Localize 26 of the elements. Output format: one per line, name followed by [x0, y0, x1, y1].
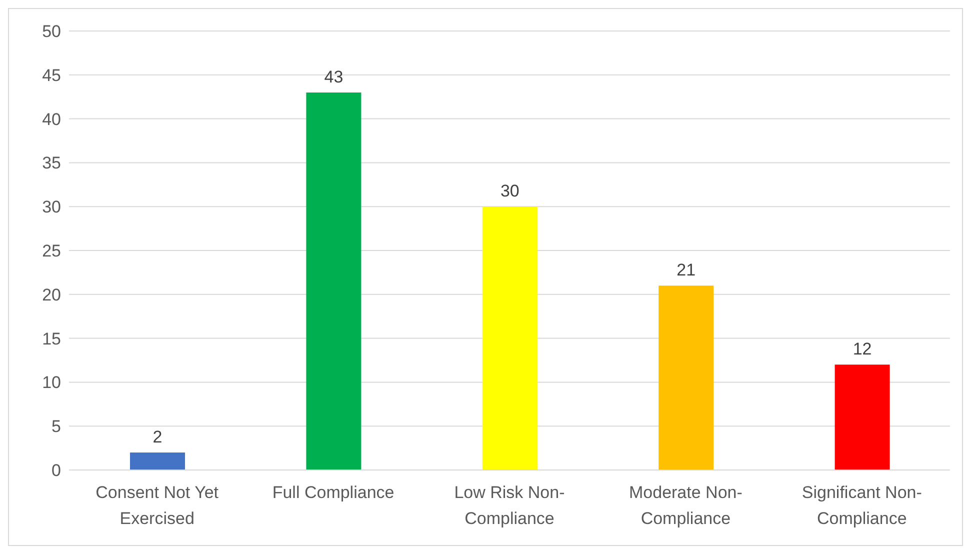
y-tick-label: 15 [42, 329, 61, 348]
data-label: 12 [852, 340, 872, 359]
y-tick-label: 20 [42, 285, 61, 304]
data-label: 21 [676, 260, 696, 280]
x-tick-label: Moderate Non-Compliance [629, 483, 742, 528]
y-tick-label: 35 [42, 154, 61, 173]
y-tick-label: 25 [42, 242, 61, 261]
x-tick-label: Significant Non-Compliance [802, 483, 922, 528]
y-tick-label: 5 [52, 417, 61, 436]
x-tick-label: Full Compliance [272, 483, 394, 502]
data-label: 30 [500, 182, 520, 201]
data-label: 2 [152, 427, 162, 446]
y-tick-label: 0 [52, 461, 61, 480]
y-tick-label: 45 [42, 66, 61, 85]
y-tick-label: 50 [42, 22, 61, 42]
data-label: 43 [324, 67, 344, 86]
y-tick-label: 10 [42, 373, 61, 392]
y-tick-label: 40 [42, 110, 61, 129]
bar [658, 286, 714, 470]
x-tick-label: Low Risk Non-Compliance [454, 483, 565, 528]
bar [130, 452, 185, 470]
bar [482, 206, 538, 470]
bar [834, 364, 890, 470]
y-tick-label: 30 [42, 198, 61, 217]
x-tick-label: Consent Not Yet Exercised [96, 483, 219, 528]
bar [306, 92, 362, 470]
